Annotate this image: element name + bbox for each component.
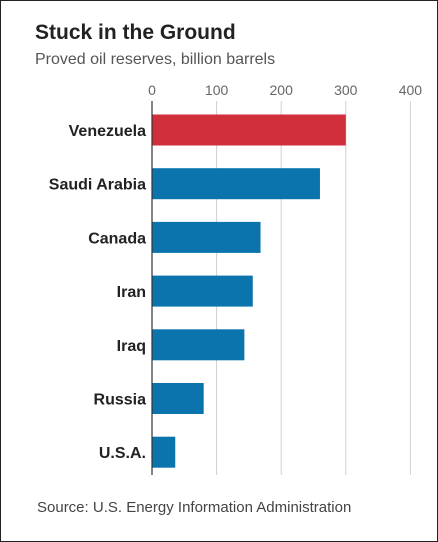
bar-canada	[152, 221, 261, 253]
source-note: Source: U.S. Energy Information Administ…	[37, 499, 352, 516]
x-tick-label: 0	[148, 82, 156, 98]
category-label: Iran	[117, 284, 146, 301]
x-tick-label: 200	[270, 82, 294, 98]
category-label: Russia	[94, 392, 147, 409]
chart-subtitle: Proved oil reserves, billion barrels	[35, 51, 276, 68]
bar-saudi-arabia	[152, 168, 320, 200]
x-tick-label: 100	[205, 82, 229, 98]
category-label: U.S.A.	[99, 445, 146, 462]
bars	[152, 114, 346, 468]
category-label: Canada	[88, 230, 146, 247]
category-label: Iraq	[117, 338, 146, 355]
x-tick-label: 400	[399, 82, 423, 98]
tick-labels: 0 100 200 300 400	[148, 82, 422, 98]
bar-russia	[152, 383, 204, 414]
bar-u-s-a	[152, 436, 176, 468]
category-label: Saudi Arabia	[49, 177, 146, 194]
x-tick-label: 300	[334, 82, 358, 98]
category-labels: Venezuela Saudi Arabia Canada Iran Iraq Russi…	[49, 123, 146, 462]
category-label: Venezuela	[69, 123, 146, 140]
bar-iraq	[152, 329, 245, 361]
bar-iran	[152, 275, 253, 307]
bar-venezuela	[152, 114, 346, 146]
chart-title: Stuck in the Ground	[35, 21, 236, 44]
